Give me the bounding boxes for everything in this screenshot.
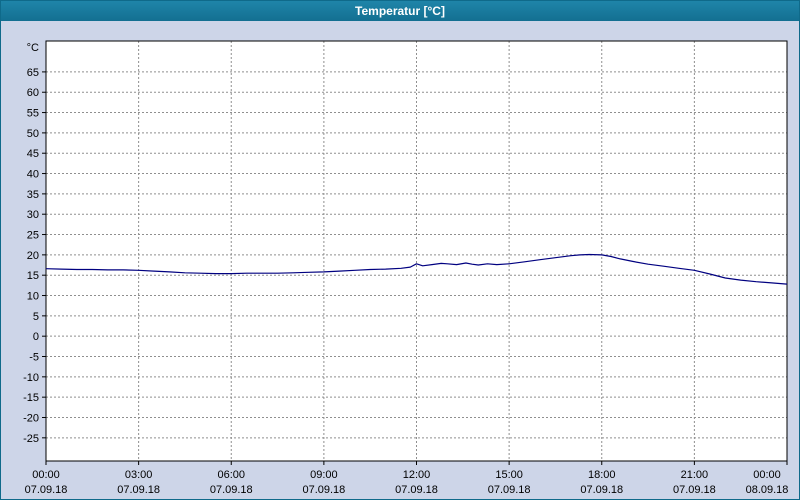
y-tick-label: -5 xyxy=(29,352,39,364)
window-title: Temperatur [°C] xyxy=(355,4,445,18)
x-tick-time-label: 06:00 xyxy=(217,469,245,481)
temperature-chart: -25 -20 -15 -10 -5 0 5 10 15 20 25 30 35 40 45 50 55 60 65… xyxy=(23,40,789,496)
y-tick-label: 15 xyxy=(27,270,39,282)
x-tick-date-label: 07.09.18 xyxy=(25,484,68,496)
y-tick-label: -25 xyxy=(23,433,39,445)
y-tick-label: 50 xyxy=(27,128,39,140)
chart-area: -25 -20 -15 -10 -5 0 5 10 15 20 25 30 35 40 45 50 55 60 65… xyxy=(1,21,800,499)
x-tick-date-label: 07.09.18 xyxy=(302,484,345,496)
x-tick-time-label: 03:00 xyxy=(125,469,153,481)
x-tick-time-label: 00:00 xyxy=(32,469,60,481)
x-tick-time-label: 12:00 xyxy=(403,469,431,481)
x-tick-date-label: 07.09.18 xyxy=(395,484,438,496)
x-tick-time-label: 00:00 xyxy=(753,469,781,481)
x-tick-time-label: 09:00 xyxy=(310,469,338,481)
x-tick-time-label: 15:00 xyxy=(495,469,523,481)
y-tick-label: 25 xyxy=(27,230,39,242)
y-tick-label: 65 xyxy=(27,67,39,79)
y-tick-label: 5 xyxy=(33,311,39,323)
y-tick-label: 10 xyxy=(27,291,39,303)
x-tick-time-label: 21:00 xyxy=(681,469,709,481)
plot-border xyxy=(45,40,788,462)
y-tick-label: 20 xyxy=(27,250,39,262)
temperature-line xyxy=(45,253,788,285)
x-tick-date-label: 07.09.18 xyxy=(117,484,160,496)
y-tick-label: -20 xyxy=(23,412,39,424)
y-tick-label: 55 xyxy=(27,108,39,120)
y-tick-label: 45 xyxy=(27,148,39,160)
y-axis-unit-label: °C xyxy=(27,42,39,54)
y-tick-label: -15 xyxy=(23,392,39,404)
x-tick-date-label: 08.09.18 xyxy=(746,484,789,496)
x-tick-date-label: 07.09.18 xyxy=(210,484,253,496)
x-tick-date-label: 07.09.18 xyxy=(580,484,623,496)
x-tick-time-label: 18:00 xyxy=(588,469,616,481)
x-tick-date-label: 07.09.18 xyxy=(673,484,716,496)
x-tick-date-label: 07.09.18 xyxy=(488,484,531,496)
y-tick-label: 30 xyxy=(27,209,39,221)
y-tick-label: 60 xyxy=(27,87,39,99)
window-titlebar: Temperatur [°C] xyxy=(1,1,799,21)
y-tick-label: 35 xyxy=(27,189,39,201)
y-tick-label: 40 xyxy=(27,169,39,181)
y-tick-label: -10 xyxy=(23,372,39,384)
y-tick-label: 0 xyxy=(33,331,39,343)
